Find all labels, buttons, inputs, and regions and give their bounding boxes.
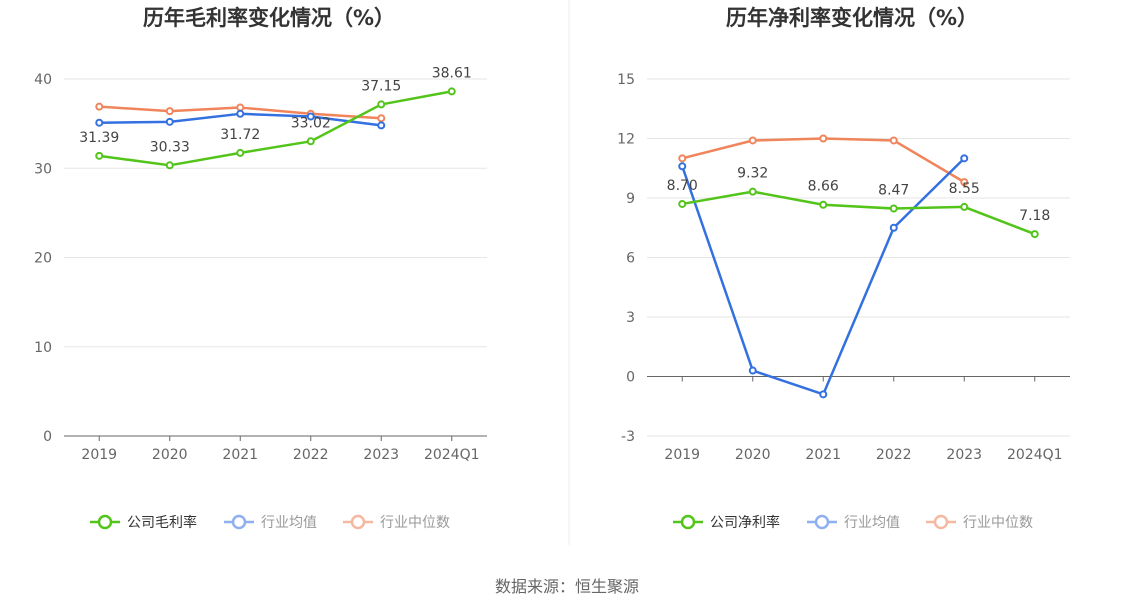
data-point[interactable] [377,114,386,123]
y-tick-label: 6 [626,251,635,267]
legend-item-0[interactable]: 公司毛利率 [90,514,197,531]
data-point[interactable] [819,390,828,399]
legend-label: 行业均值 [844,515,900,531]
data-point[interactable] [377,100,386,109]
x-tick-label: 2023 [363,447,399,463]
x-tick-label: 2020 [735,447,771,463]
legend-marker-icon [814,514,830,530]
data-label: 31.39 [79,130,119,146]
data-label: 8.66 [808,179,839,195]
gross-margin-chart: 历年毛利率变化情况（%） 0 10 20 30 40 2019 2020 2021 2022 202… [34,6,487,531]
y-tick-label: 0 [43,429,52,445]
data-point[interactable] [1030,230,1039,239]
y-tick-label: 12 [617,132,635,148]
data-point[interactable] [678,162,687,171]
data-label: 30.33 [150,139,190,155]
legend-label: 公司毛利率 [127,514,197,531]
y-tick-label: 9 [626,191,635,207]
y-tick-label: 20 [34,251,52,267]
x-tick-label: 2021 [222,447,258,463]
y-tick-label: 0 [626,370,635,386]
data-point[interactable] [95,151,104,160]
legend-marker-icon [97,514,113,530]
data-point[interactable] [95,102,104,111]
legend-label: 行业中位数 [380,515,450,531]
y-tick-label: 40 [34,72,52,88]
data-label: 8.55 [949,181,980,197]
series-line-2 [681,137,965,184]
legend-item-2[interactable]: 行业中位数 [343,514,450,531]
legend-label: 行业中位数 [963,515,1033,531]
data-label: 8.70 [667,178,698,194]
x-tick-label: 2019 [81,447,117,463]
y-tick-label: 3 [626,310,635,326]
data-point[interactable] [165,117,174,126]
data-label: 7.18 [1019,208,1050,224]
data-point[interactable] [236,148,245,157]
data-point[interactable] [960,178,969,187]
data-point[interactable] [447,87,456,96]
data-point[interactable] [889,136,898,145]
legend-item-0[interactable]: 公司净利率 [673,514,780,531]
data-point[interactable] [819,200,828,209]
x-tick-label: 2019 [664,447,700,463]
y-tick-label: -3 [621,429,635,445]
data-point[interactable] [748,366,757,375]
x-tick-label: 2020 [152,447,188,463]
legend-item-1[interactable]: 行业均值 [807,514,900,531]
x-tick-label: 2024Q1 [1007,447,1063,463]
x-tick-label: 2022 [293,447,329,463]
legend-item-2[interactable]: 行业中位数 [926,514,1033,531]
x-tick-label: 2024Q1 [424,447,480,463]
chart-title: 历年毛利率变化情况（%） [143,6,395,30]
data-point[interactable] [95,118,104,127]
legend-marker-icon [933,514,949,530]
data-point[interactable] [678,199,687,208]
data-point[interactable] [678,154,687,163]
series-line-0 [99,90,452,167]
data-label: 38.61 [432,65,472,81]
x-tick-label: 2022 [876,447,912,463]
data-point[interactable] [748,136,757,145]
y-tick-label: 10 [34,340,52,356]
x-tick-label: 2023 [946,447,982,463]
data-point[interactable] [306,137,315,146]
series-line-0 [682,190,1036,236]
legend-marker-icon [680,514,696,530]
data-point[interactable] [960,202,969,211]
data-point[interactable] [819,134,828,143]
legend-marker-icon [350,514,366,530]
chart-title: 历年净利率变化情况（%） [726,6,978,30]
data-point[interactable] [165,161,174,170]
data-point[interactable] [889,223,898,232]
data-point[interactable] [236,109,245,118]
data-source: 数据来源：恒生聚源 [495,577,639,596]
net-margin-chart: 历年净利率变化情况（%） -3 0 3 6 9 12 15 2019 2020 2021 2022 20… [617,6,1070,531]
data-point[interactable] [306,112,315,121]
legend-label: 公司净利率 [710,514,780,531]
data-point[interactable] [236,103,245,112]
data-point[interactable] [960,154,969,163]
data-label: 31.72 [220,127,260,143]
data-point[interactable] [377,121,386,130]
y-tick-label: 30 [34,161,52,177]
legend-marker-icon [231,514,247,530]
data-point[interactable] [748,187,757,196]
data-label: 33.02 [291,115,331,131]
data-point[interactable] [165,107,174,116]
data-label: 37.15 [361,78,401,94]
legend-label: 行业均值 [261,515,317,531]
x-tick-label: 2021 [805,447,841,463]
data-label: 8.47 [878,183,909,199]
legend-item-1[interactable]: 行业均值 [224,514,317,531]
data-label: 9.32 [737,166,768,182]
data-point[interactable] [889,204,898,213]
y-tick-label: 15 [617,72,635,88]
